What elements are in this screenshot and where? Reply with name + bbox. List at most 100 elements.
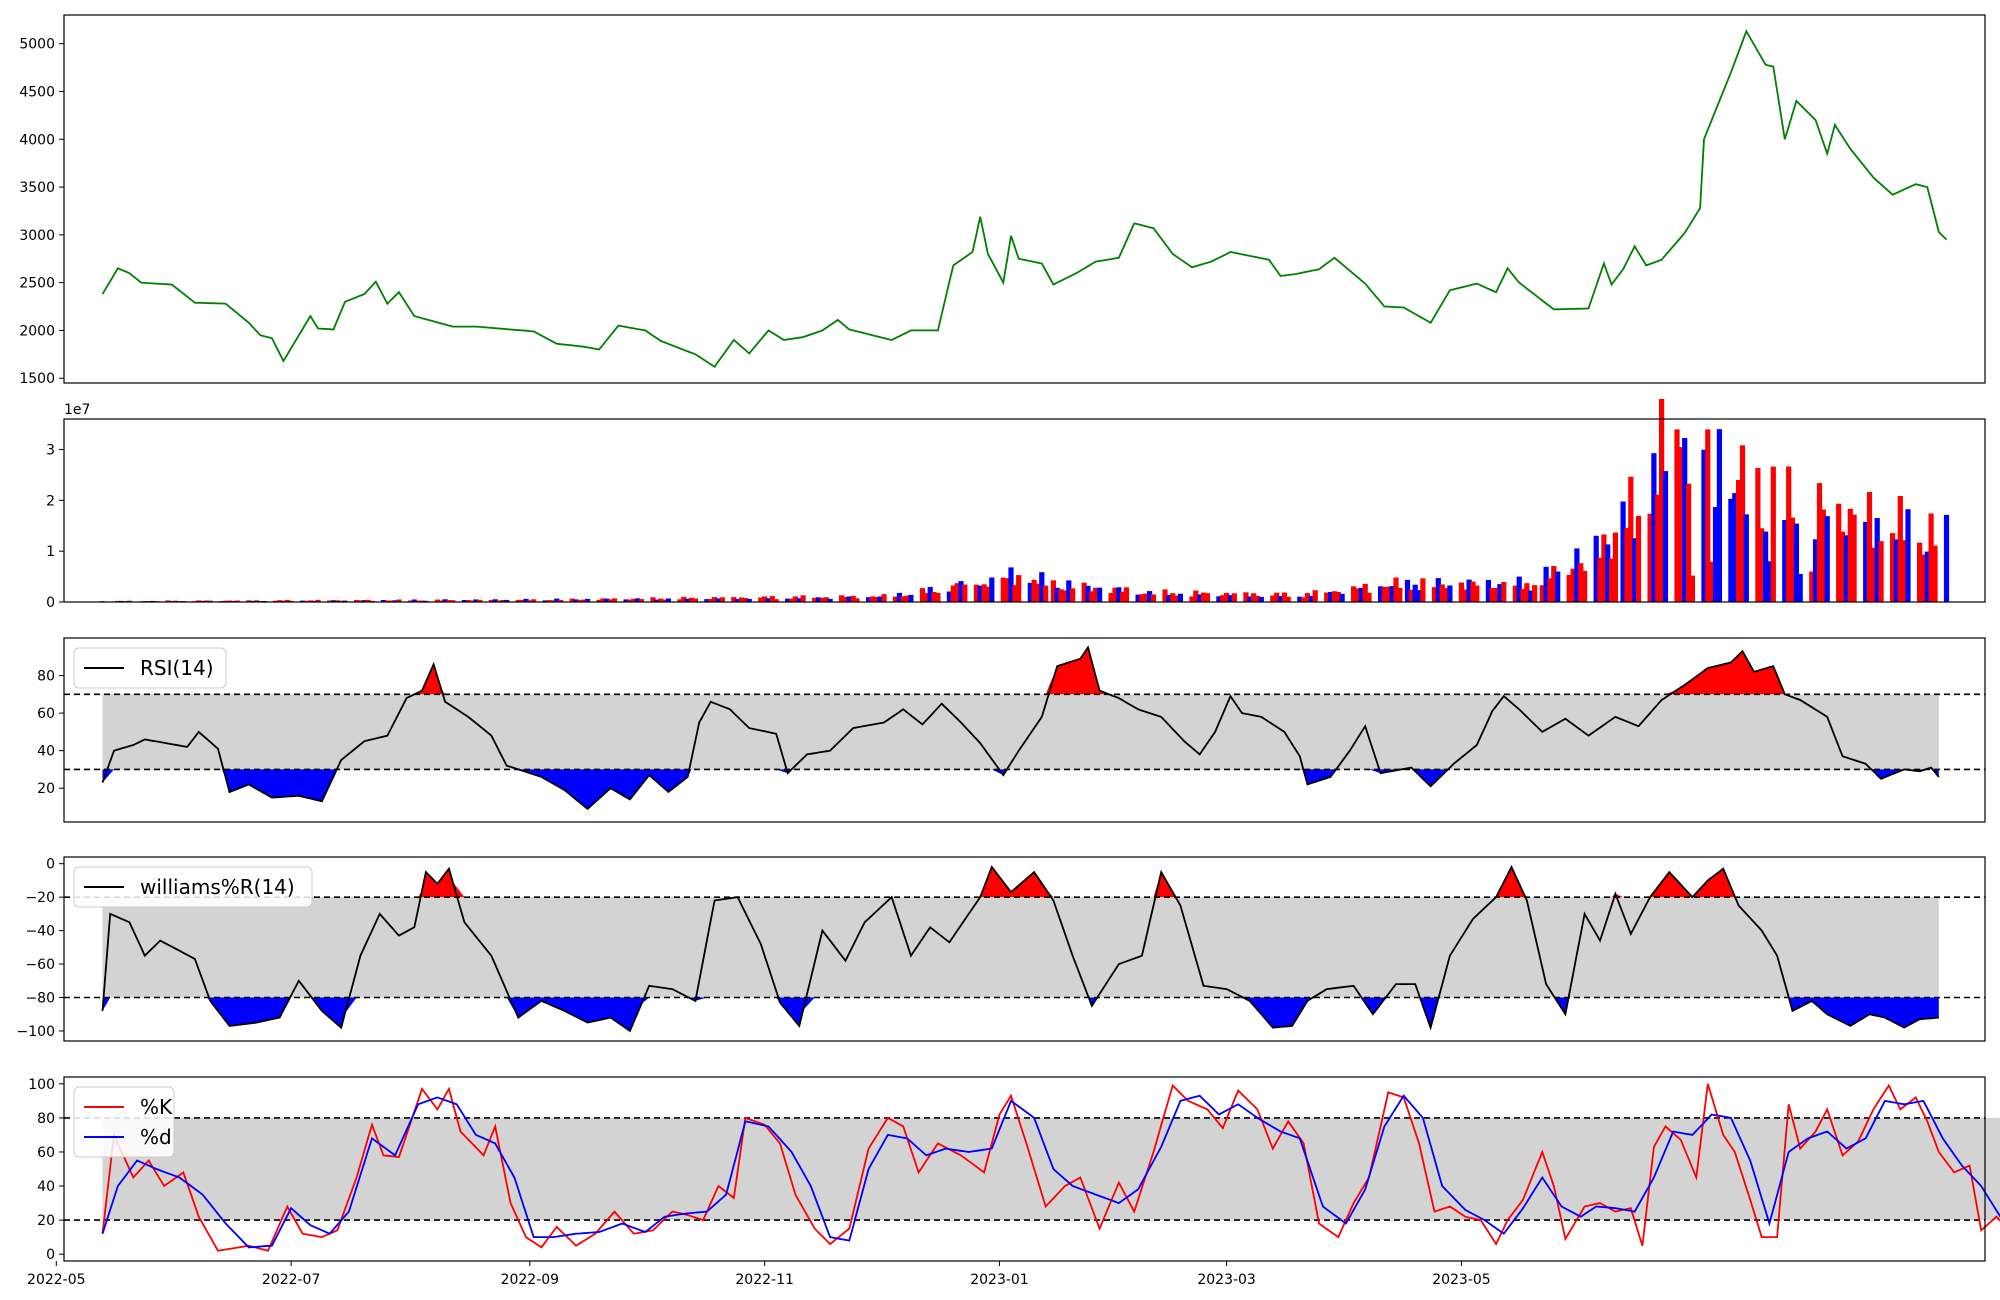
- y-tick-label: 40: [37, 744, 55, 760]
- legend-label: %d: [140, 1125, 172, 1149]
- volume-bar: [1358, 587, 1364, 602]
- volume-bar: [1439, 584, 1445, 602]
- volume-bar: [1039, 572, 1045, 602]
- y-tick-label: 40: [37, 1179, 55, 1195]
- volume-bar: [496, 600, 502, 602]
- volume-bar: [1789, 517, 1796, 602]
- volume-bar: [338, 600, 344, 602]
- volume-bar: [1200, 592, 1207, 602]
- volume-bar: [946, 591, 952, 602]
- volume-bar: [1674, 429, 1680, 602]
- volume-bar: [1655, 494, 1661, 602]
- volume-bar: [1605, 544, 1611, 602]
- volume-bar: [361, 600, 367, 602]
- volume-bar: [1824, 516, 1830, 602]
- volume-bar: [1435, 578, 1441, 602]
- volume-bar: [1004, 578, 1010, 602]
- stoch-d-line: [101, 1094, 2000, 1249]
- y-tick-label: −40: [25, 924, 55, 940]
- volume-bar: [1609, 558, 1615, 602]
- volume-bar: [1304, 593, 1311, 602]
- volume-scale-label: 1e7: [64, 402, 90, 418]
- volume-bar: [773, 599, 779, 602]
- volume-bar: [330, 600, 337, 602]
- volume-bar: [1474, 585, 1480, 602]
- volume-bar: [977, 585, 983, 602]
- volume-bar: [380, 600, 387, 602]
- volume-bar: [1050, 580, 1056, 602]
- volume-bar: [1308, 596, 1314, 602]
- volume-bar: [1189, 596, 1195, 602]
- volume-bar: [1389, 586, 1395, 602]
- volume-bar: [715, 598, 721, 602]
- volume-bar: [450, 600, 456, 602]
- volume-bar: [892, 596, 899, 602]
- volume-bar: [1632, 538, 1638, 602]
- volume-bar: [1277, 596, 1284, 602]
- volume-bar: [1254, 595, 1260, 602]
- x-tick-label: 2023-03: [1197, 1272, 1256, 1288]
- y-tick-label: −80: [25, 991, 55, 1007]
- y-tick-label: −100: [17, 1024, 55, 1040]
- panel-frame: [63, 1076, 1986, 1262]
- rsi-line: [101, 645, 1940, 811]
- volume-bar: [1324, 592, 1330, 602]
- y-tick-label: 0: [46, 857, 55, 873]
- volume-bar: [1797, 574, 1803, 602]
- volume-bar: [531, 599, 537, 602]
- volume-bar: [1732, 493, 1738, 602]
- volume-bar: [654, 599, 660, 602]
- volume-bar: [623, 599, 629, 602]
- volume-bar: [1339, 593, 1345, 602]
- volume-bar: [1312, 590, 1318, 602]
- volume-bar: [800, 595, 806, 602]
- x-tick-label: 2023-05: [1432, 1272, 1491, 1288]
- volume-bar: [1123, 587, 1130, 602]
- volume-bar: [365, 599, 371, 602]
- volume-bar: [1570, 568, 1576, 602]
- volume-bar: [384, 600, 390, 602]
- volume-bar: [919, 588, 926, 602]
- volume-bar: [1847, 508, 1853, 602]
- volume-bar: [1905, 509, 1911, 602]
- volume-bar: [1682, 438, 1688, 602]
- y-tick-label: 3500: [19, 180, 55, 196]
- oversold-fill: [102, 769, 1939, 809]
- y-tick-label: 2500: [19, 276, 55, 292]
- volume-bar: [1162, 589, 1168, 602]
- stochastic-panel: 0 20 40 60 80 100 %K %d 2022-05 2022-07 2022-09 202…: [27, 1076, 2000, 1288]
- volume-bar: [1520, 588, 1526, 602]
- volume-bar: [515, 599, 521, 602]
- volume-bar: [1786, 466, 1792, 602]
- volume-bar: [1093, 587, 1099, 602]
- volume-bar: [1220, 595, 1226, 602]
- volume-bar: [504, 599, 510, 602]
- volume-bar: [569, 598, 575, 602]
- volume-bar: [1635, 515, 1642, 602]
- volume-bar: [573, 599, 579, 602]
- price-panel: 1500 2000 2500 3000 3500 4000 4500 5000: [19, 14, 1986, 387]
- volume-bar: [692, 598, 698, 602]
- oversold-fill: [102, 997, 1939, 1031]
- volume-bar: [600, 598, 606, 602]
- overbought-fill: [102, 867, 1939, 898]
- volume-bar: [1759, 528, 1765, 602]
- volume-bar: [1193, 590, 1199, 602]
- volume-bar: [1512, 585, 1518, 602]
- volume-bar: [1705, 429, 1711, 602]
- volume-bar: [681, 596, 687, 602]
- volume-bar: [789, 598, 795, 602]
- volume-bar: [989, 577, 995, 602]
- volume-bar: [1566, 574, 1572, 602]
- volume-bar: [627, 599, 633, 602]
- volume-bar: [165, 600, 171, 602]
- volume-bar: [1458, 582, 1464, 602]
- volume-bar: [1381, 587, 1387, 602]
- volume-bar: [1770, 466, 1776, 602]
- volume-bar: [1043, 585, 1049, 602]
- volume-bar: [685, 598, 691, 602]
- y-tick-label: 80: [37, 669, 55, 685]
- volume-bar: [519, 599, 525, 602]
- stoch-k-line: [101, 1083, 2000, 1252]
- volume-bar: [196, 600, 202, 602]
